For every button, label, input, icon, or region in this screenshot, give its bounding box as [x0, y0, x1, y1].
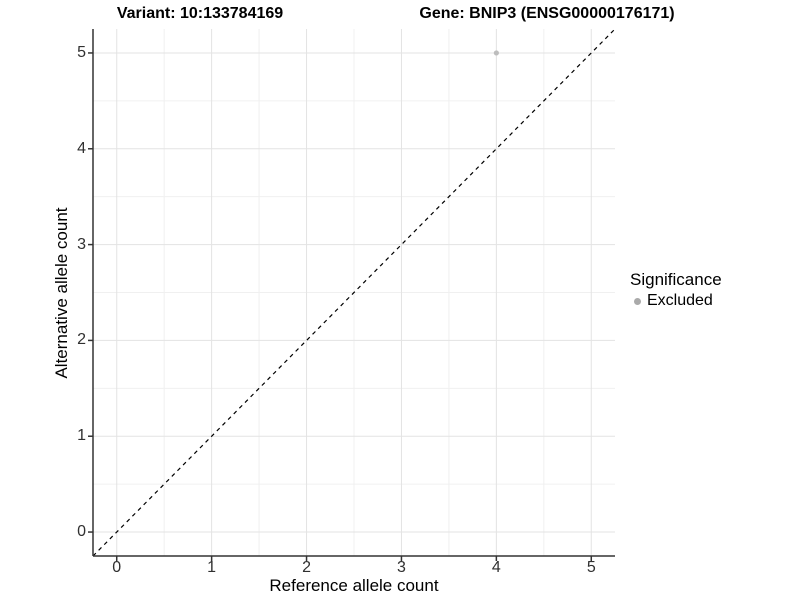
- x-tick-label: 5: [586, 559, 596, 576]
- y-tick-label: 3: [77, 235, 86, 253]
- legend-item: Excluded: [630, 292, 722, 310]
- y-tick-label: 4: [77, 139, 86, 157]
- legend-item-label: Excluded: [647, 292, 713, 309]
- y-tick-label: 2: [77, 331, 86, 349]
- x-tick-label: 3: [397, 559, 406, 576]
- x-tick-label: 4: [491, 559, 501, 576]
- x-tick-label: 1: [207, 559, 217, 576]
- legend-title: Significance: [630, 270, 722, 289]
- variant-title: Variant: 10:133784169: [116, 5, 284, 22]
- x-axis-title: Reference allele count: [269, 576, 439, 595]
- data-point: [493, 50, 499, 56]
- y-tick-label: 1: [77, 427, 86, 445]
- x-tick-label: 2: [302, 559, 311, 576]
- y-axis-title: Alternative allele count: [52, 207, 71, 379]
- legend: Significance Excluded: [630, 270, 722, 310]
- gene-title: Gene: BNIP3 (ENSG00000176171): [419, 5, 675, 22]
- y-tick-label: 0: [77, 523, 86, 541]
- y-tick-label: 5: [77, 43, 86, 61]
- legend-key-dot-icon: [634, 297, 641, 305]
- identity-reference-line: [92, 28, 616, 557]
- x-tick-label: 0: [112, 559, 122, 576]
- legend-items: Excluded: [630, 292, 722, 310]
